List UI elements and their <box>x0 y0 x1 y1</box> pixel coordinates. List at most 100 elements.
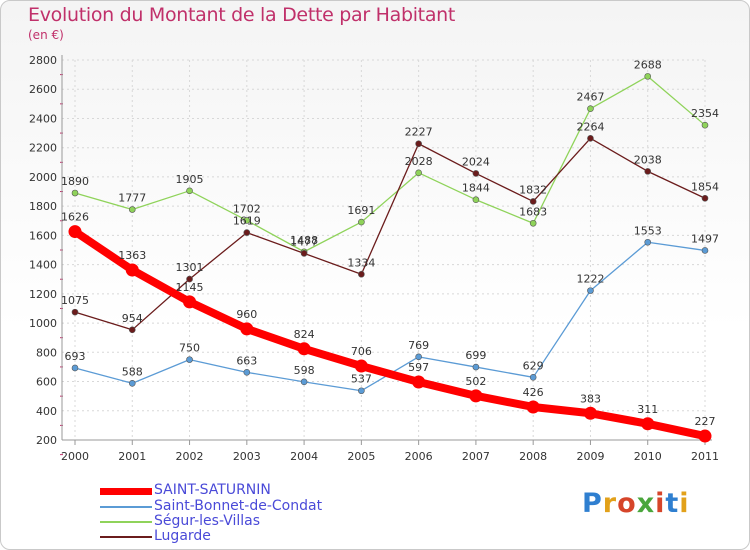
data-label-segur-les-villas: 1702 <box>233 202 261 215</box>
y-tick-label: 2200 <box>29 142 57 155</box>
series-line-segur-les-villas <box>74 75 706 253</box>
data-label-saint-saturnin: 597 <box>408 361 429 374</box>
legend-label-segur: Ségur-les-Villas <box>154 513 261 529</box>
y-tick-label: 400 <box>36 405 57 418</box>
data-point-lugarde <box>644 168 652 175</box>
data-point-segur-les-villas <box>128 206 136 213</box>
data-point-saint-bonnet-de-condat <box>358 387 365 395</box>
data-label-segur-les-villas: 1890 <box>61 175 89 188</box>
y-tick-label: 2600 <box>29 83 57 96</box>
legend-item-saint-saturnin: SAINT-SATURNIN <box>100 482 360 498</box>
legend-swatch-segur <box>100 521 152 523</box>
data-point-lugarde <box>300 250 308 257</box>
legend-label-saint-saturnin: SAINT-SATURNIN <box>154 482 271 498</box>
data-point-saint-bonnet-de-condat <box>701 247 709 254</box>
data-label-lugarde: 2038 <box>634 153 662 166</box>
data-point-saint-bonnet-de-condat <box>587 287 594 294</box>
data-label-saint-saturnin: 502 <box>465 375 486 388</box>
data-label-lugarde: 2024 <box>462 155 490 168</box>
data-label-saint-saturnin: 960 <box>236 308 257 321</box>
data-label-lugarde: 2264 <box>576 120 604 133</box>
y-tick-label: 2800 <box>29 54 57 67</box>
data-point-saint-bonnet-de-condat <box>472 363 480 371</box>
data-label-segur-les-villas: 2467 <box>576 91 604 104</box>
data-point-segur-les-villas <box>701 121 709 129</box>
legend-swatch-saint-bonnet <box>100 506 152 508</box>
x-tick-label: 2011 <box>691 450 719 463</box>
legend-item-lugarde: Lugarde <box>100 528 360 544</box>
legend-label-saint-bonnet: Saint-Bonnet-de-Condat <box>154 498 323 514</box>
data-point-saint-saturnin <box>297 342 311 356</box>
chart-subtitle: (en €) <box>28 28 64 42</box>
data-point-saint-saturnin <box>698 429 712 443</box>
data-point-saint-bonnet-de-condat <box>644 238 652 246</box>
data-label-lugarde: 1301 <box>176 261 204 274</box>
y-tick-label: 600 <box>36 376 57 389</box>
data-point-lugarde <box>472 170 480 177</box>
data-point-lugarde <box>128 326 136 334</box>
data-point-segur-les-villas <box>472 196 480 204</box>
data-point-saint-saturnin <box>354 359 368 373</box>
legend-swatch-lugarde <box>100 536 152 538</box>
y-tick-label: 1600 <box>29 229 57 242</box>
y-tick-label: 2000 <box>29 171 57 184</box>
data-label-segur-les-villas: 2354 <box>691 107 719 120</box>
x-tick-label: 2002 <box>176 450 204 463</box>
data-point-saint-saturnin <box>125 263 139 277</box>
legend-item-segur: Ségur-les-Villas <box>100 513 360 529</box>
data-label-saint-saturnin: 1145 <box>176 281 204 294</box>
data-label-saint-bonnet-de-condat: 588 <box>122 365 143 378</box>
data-label-saint-bonnet-de-condat: 1497 <box>691 232 719 245</box>
x-tick-label: 2003 <box>233 450 261 463</box>
data-point-segur-les-villas <box>415 169 422 177</box>
data-label-saint-saturnin: 706 <box>351 345 372 358</box>
x-tick-label: 2000 <box>61 450 89 463</box>
data-label-saint-saturnin: 311 <box>637 403 658 416</box>
x-tick-label: 2005 <box>347 450 375 463</box>
data-point-lugarde <box>358 270 365 278</box>
data-point-saint-saturnin <box>641 417 655 431</box>
data-point-segur-les-villas <box>186 187 193 195</box>
data-label-saint-bonnet-de-condat: 769 <box>408 339 429 352</box>
data-point-segur-les-villas <box>529 219 537 227</box>
series-line-saint-bonnet-de-condat <box>74 241 706 392</box>
data-point-segur-les-villas <box>243 217 251 224</box>
data-label-saint-bonnet-de-condat: 699 <box>465 349 486 362</box>
data-point-segur-les-villas <box>71 189 79 197</box>
x-tick-label: 2001 <box>118 450 146 463</box>
data-point-saint-bonnet-de-condat <box>71 364 79 372</box>
data-label-lugarde: 1075 <box>61 294 89 307</box>
data-label-segur-les-villas: 1905 <box>176 173 204 186</box>
data-label-saint-saturnin: 227 <box>695 415 716 428</box>
data-label-saint-saturnin: 1626 <box>61 211 89 224</box>
data-point-saint-bonnet-de-condat <box>415 353 422 361</box>
series-line-saint-saturnin <box>71 227 709 441</box>
data-point-saint-saturnin <box>469 389 483 403</box>
data-label-saint-bonnet-de-condat: 663 <box>236 354 257 367</box>
legend-swatch-saint-saturnin <box>100 488 152 495</box>
data-label-saint-saturnin: 426 <box>523 386 544 399</box>
series-line-lugarde <box>74 137 706 331</box>
data-label-saint-bonnet-de-condat: 1553 <box>634 224 662 237</box>
data-label-segur-les-villas: 1488 <box>290 234 318 247</box>
data-label-lugarde: 2227 <box>405 126 433 139</box>
data-point-lugarde <box>71 308 79 316</box>
data-label-lugarde: 954 <box>122 312 143 325</box>
data-point-lugarde <box>415 140 422 148</box>
data-label-segur-les-villas: 1683 <box>519 205 547 218</box>
data-point-saint-saturnin <box>240 322 254 336</box>
x-tick-label: 2009 <box>576 450 604 463</box>
y-tick-label: 2400 <box>29 112 57 125</box>
x-tick-label: 2004 <box>290 450 318 463</box>
data-point-segur-les-villas <box>358 218 365 226</box>
data-point-lugarde <box>243 229 251 236</box>
chart-title: Evolution du Montant de la Dette par Hab… <box>28 4 456 26</box>
data-point-saint-bonnet-de-condat <box>529 373 537 381</box>
x-tick-label: 2008 <box>519 450 547 463</box>
y-tick-label: 1800 <box>29 200 57 213</box>
data-point-saint-bonnet-de-condat <box>300 378 308 386</box>
data-label-saint-bonnet-de-condat: 629 <box>523 359 544 372</box>
legend-label-lugarde: Lugarde <box>154 528 211 544</box>
data-point-saint-saturnin <box>583 406 597 420</box>
